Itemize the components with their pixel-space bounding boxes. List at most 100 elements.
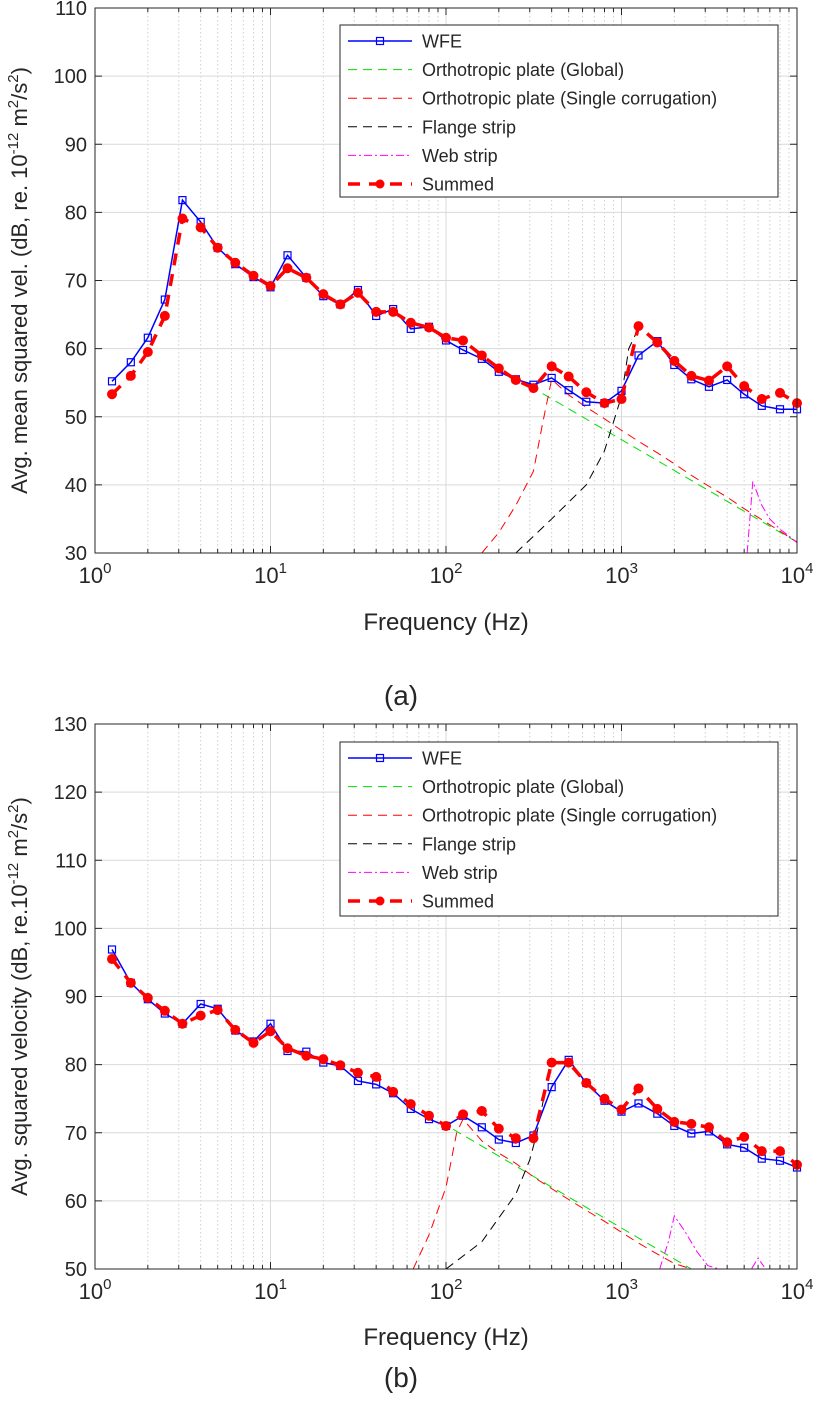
legend-marker (375, 753, 385, 763)
data-point-wfe (283, 251, 292, 260)
data-point-summed (652, 1103, 663, 1114)
data-point-summed (476, 1105, 487, 1116)
y-tick-label: 120 (54, 782, 87, 804)
series-line-orthotropic-plate-global (453, 1128, 692, 1269)
data-point-summed (616, 1104, 627, 1115)
data-point-wfe (564, 386, 573, 395)
data-point-wfe (107, 945, 117, 954)
x-tick-label: 104 (781, 1276, 814, 1304)
data-point-wfe (494, 1135, 503, 1144)
legend-label: Web strip (422, 146, 498, 166)
data-point-wfe (687, 1129, 696, 1138)
data-point-summed (248, 270, 259, 281)
data-point-summed (774, 1146, 785, 1157)
data-point-summed (318, 289, 329, 300)
data-point-summed (652, 337, 663, 348)
x-tick-label: 103 (605, 1276, 638, 1304)
data-point-summed (739, 381, 750, 392)
data-point-summed (318, 1054, 329, 1065)
legend-label: WFE (422, 749, 462, 769)
data-point-summed (686, 1118, 697, 1129)
ticks (94, 723, 798, 1270)
data-point-summed (301, 272, 312, 283)
data-point-summed (774, 387, 785, 398)
legend-label: Flange strip (422, 834, 516, 854)
data-point-summed (142, 347, 153, 358)
y-tick-label: 50 (65, 1259, 87, 1281)
legend-label: Summed (422, 175, 494, 195)
panel-caption: (a) (384, 680, 418, 711)
data-point-summed (177, 213, 188, 224)
data-point-summed (230, 257, 241, 268)
data-point-summed (722, 361, 733, 372)
data-point-summed (722, 1137, 733, 1148)
y-tick-label: 110 (55, 0, 87, 20)
x-axis-label: Frequency (Hz) (363, 609, 528, 636)
series-group (107, 196, 802, 553)
legend-marker (375, 179, 385, 189)
data-point-summed (125, 977, 136, 988)
legend-label: Web strip (422, 863, 498, 883)
legend-marker (375, 896, 385, 906)
x-tick-label: 101 (254, 1276, 287, 1304)
data-point-summed (371, 1071, 382, 1082)
data-point-summed (599, 1093, 610, 1104)
x-axis-label: Frequency (Hz) (363, 1324, 528, 1351)
series-line-orthotropic-plate-single-corrugation (481, 378, 797, 553)
data-point-summed (581, 387, 592, 398)
data-point-wfe (775, 1156, 785, 1165)
y-tick-label: 80 (65, 202, 87, 224)
legend-label: Orthotropic plate (Global) (422, 60, 624, 80)
data-point-summed (159, 310, 170, 321)
y-tick-label: 100 (54, 918, 87, 940)
data-point-summed (159, 1005, 170, 1016)
data-point-summed (335, 299, 346, 310)
data-point-summed (195, 1010, 206, 1021)
data-point-summed (581, 1078, 592, 1089)
data-point-wfe (196, 999, 205, 1009)
y-tick-label: 30 (65, 543, 87, 565)
data-point-wfe (723, 375, 732, 385)
y-tick-label: 110 (55, 850, 87, 872)
series-line-web-strip (659, 1214, 765, 1269)
data-point-summed (282, 263, 293, 274)
data-point-summed (371, 306, 382, 317)
data-point-wfe (178, 196, 187, 205)
y-tick-label: 80 (65, 1055, 87, 1077)
data-point-wfe (458, 345, 468, 355)
panel-caption: (b) (384, 1362, 418, 1393)
x-tick-label: 102 (430, 1276, 463, 1304)
legend-marker (375, 36, 385, 46)
data-point-summed (756, 1146, 767, 1157)
x-tick-label: 103 (605, 560, 638, 588)
data-point-summed (510, 1133, 521, 1144)
legend-box (339, 24, 779, 198)
legend-label: WFE (422, 32, 462, 52)
data-point-summed (563, 371, 574, 382)
y-axis-label: Avg. mean squared vel. (dB, re. 10-12 m2… (5, 67, 32, 494)
data-point-summed (423, 1110, 434, 1121)
series-line-orthotropic-plate-global (529, 385, 797, 543)
data-point-summed (405, 1099, 416, 1110)
y-tick-label: 70 (65, 271, 87, 293)
data-point-summed (441, 1120, 451, 1131)
data-point-summed (458, 335, 469, 346)
data-point-summed (335, 1060, 346, 1071)
legend: WFE Orthotropic plate (Global) Orthotropic… (339, 24, 779, 198)
ticks (94, 7, 798, 554)
data-point-summed (265, 280, 276, 291)
data-point-summed (563, 1057, 574, 1068)
data-point-wfe (107, 377, 117, 386)
data-point-wfe (775, 405, 785, 414)
y-tick-label: 70 (65, 1123, 87, 1145)
data-point-summed (265, 1026, 276, 1037)
data-point-summed (212, 242, 223, 253)
x-tick-label: 101 (254, 560, 287, 588)
data-point-summed (633, 321, 644, 332)
x-tick-label: 100 (79, 560, 112, 588)
chart-panel-a: 30 40 50 60 70 80 90 100 110 100 101 102 103 104 Frequ… (5, 0, 813, 711)
data-point-summed (493, 1123, 504, 1134)
series-line-flange-strip (515, 327, 639, 553)
data-point-summed (546, 1057, 557, 1068)
data-point-summed (107, 389, 118, 400)
